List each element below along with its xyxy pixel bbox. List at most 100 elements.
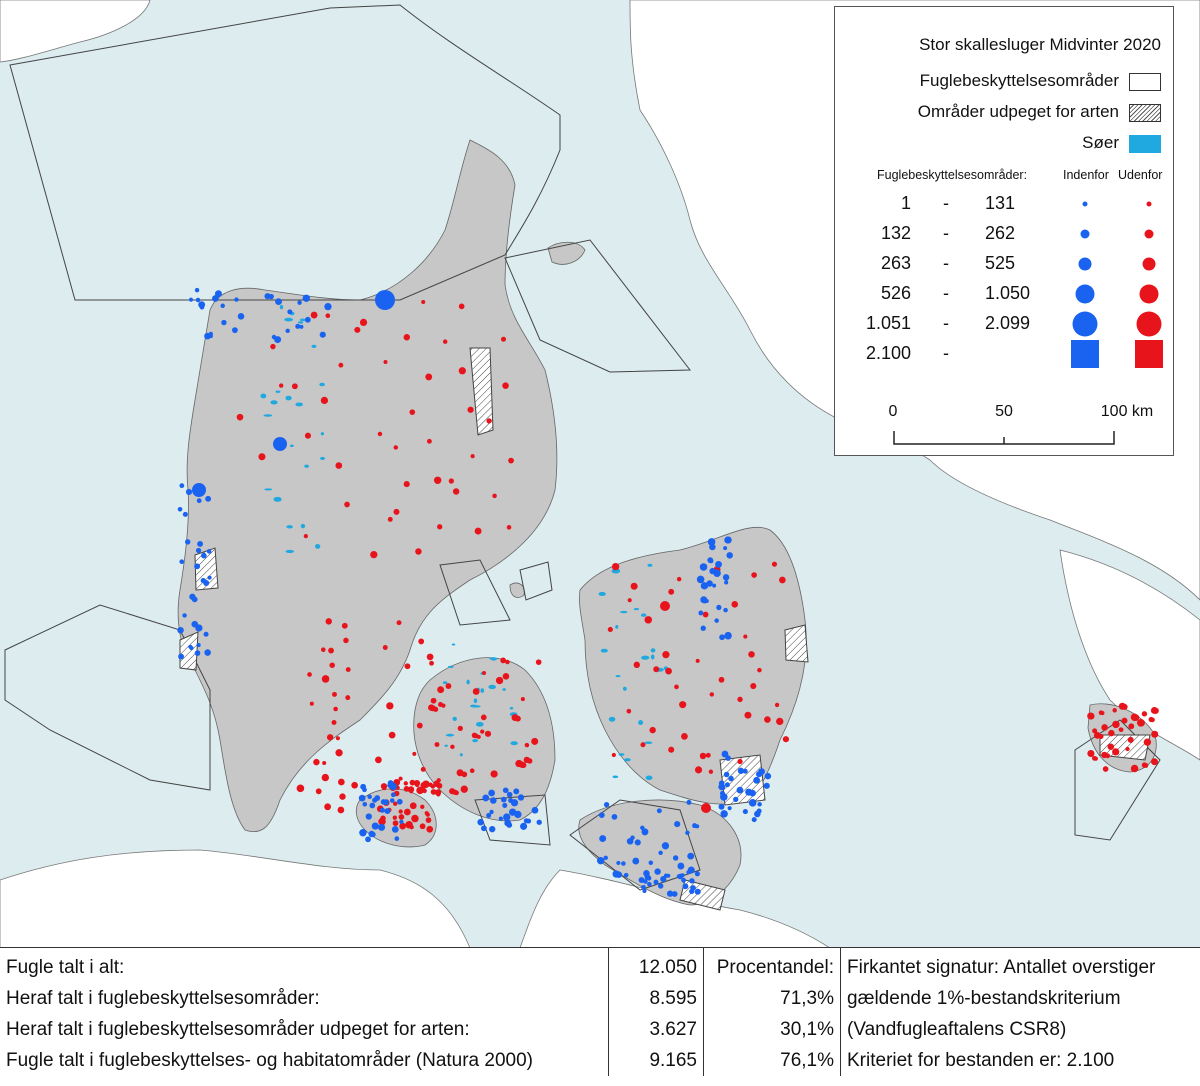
count-point: [328, 648, 334, 654]
class-upper-bound: 1.050: [985, 283, 1030, 304]
lake: [295, 402, 303, 406]
count-point: [756, 771, 762, 777]
stat-note: Kriteriet for bestanden er: 2.100: [841, 1045, 1200, 1076]
count-point: [362, 787, 367, 792]
count-point: [339, 793, 345, 799]
count-point: [471, 454, 475, 458]
count-point: [719, 677, 725, 683]
count-point: [232, 327, 238, 333]
count-point: [723, 608, 728, 613]
count-point: [397, 799, 403, 805]
legend-symbol-inside: [1076, 285, 1095, 304]
class-lower-bound: 2.100: [866, 343, 911, 364]
legend-item-lakes: Søer: [1082, 133, 1119, 153]
count-point: [399, 777, 403, 781]
map-legend: Stor skallesluger Midvinter 2020 Fuglebe…: [834, 6, 1174, 456]
count-point-large: [660, 601, 670, 611]
count-point: [275, 298, 282, 305]
legend-symbol-inside: [1083, 202, 1088, 207]
count-point: [335, 462, 342, 469]
count-point: [428, 704, 435, 711]
count-point: [196, 548, 201, 553]
count-point: [716, 605, 721, 610]
count-point: [525, 743, 530, 748]
class-dash: -: [943, 343, 949, 364]
count-point: [733, 797, 738, 802]
count-point: [237, 414, 244, 421]
scale-bar: [893, 431, 1115, 445]
count-point: [744, 712, 751, 719]
lake: [315, 544, 320, 549]
count-point: [628, 598, 632, 602]
count-point: [687, 853, 694, 860]
lake: [452, 643, 455, 645]
count-point: [513, 788, 519, 794]
count-point: [783, 736, 789, 742]
class-lower-bound: 1: [901, 193, 911, 214]
legend-col-inside: Indenfor: [1063, 168, 1109, 182]
count-point: [359, 829, 366, 836]
count-point: [1142, 711, 1147, 716]
count-point: [752, 817, 757, 822]
count-point: [420, 805, 424, 809]
count-point: [178, 654, 184, 660]
count-point: [388, 517, 393, 522]
count-point: [745, 789, 752, 796]
legend-swatch-spa: [1129, 73, 1161, 91]
count-point: [674, 821, 680, 827]
count-point: [524, 757, 530, 763]
lake: [453, 717, 457, 721]
count-point: [1131, 714, 1138, 721]
lake: [609, 717, 616, 722]
count-point: [338, 363, 343, 368]
lake: [448, 666, 454, 668]
stats-row: Fugle talt i fuglebeskyttelses- og habit…: [0, 1045, 1200, 1076]
lake: [311, 345, 316, 348]
count-point: [616, 861, 620, 865]
count-point: [207, 549, 212, 554]
count-point: [1137, 719, 1145, 727]
count-point: [698, 611, 703, 616]
count-point: [731, 601, 738, 608]
count-point: [764, 716, 771, 723]
count-point: [639, 877, 645, 883]
count-point: [723, 574, 729, 580]
count-point: [344, 502, 350, 508]
count-point: [411, 815, 418, 822]
count-point: [531, 738, 538, 745]
stat-note: Firkantet signatur: Antallet overstiger: [841, 948, 1200, 983]
count-point: [720, 810, 727, 817]
count-point: [751, 572, 757, 578]
count-point: [692, 823, 697, 828]
count-point: [459, 304, 465, 310]
count-point: [612, 563, 619, 570]
count-point: [368, 831, 374, 837]
stat-percentage: 71,3%: [704, 983, 841, 1014]
count-point: [305, 433, 311, 439]
count-point: [654, 868, 660, 874]
count-point: [635, 839, 641, 845]
count-point: [461, 785, 468, 792]
lake: [273, 497, 281, 502]
count-point: [1099, 710, 1104, 715]
count-point: [706, 753, 711, 758]
count-point: [720, 793, 728, 801]
class-upper-bound: 2.099: [985, 313, 1030, 334]
count-point: [414, 780, 420, 786]
count-point: [1151, 758, 1158, 765]
count-point: [392, 826, 399, 833]
count-point-large: [375, 290, 395, 310]
count-point: [472, 733, 477, 738]
count-point: [332, 692, 337, 697]
count-point: [604, 856, 608, 860]
stats-row: Heraf talt i fuglebeskyttelsesområder:8.…: [0, 983, 1200, 1014]
stat-percentage: 30,1%: [704, 1014, 841, 1045]
count-point: [467, 407, 473, 413]
count-point: [647, 882, 652, 887]
count-point: [643, 870, 649, 876]
count-point: [420, 823, 426, 829]
count-point: [183, 512, 188, 517]
count-point: [380, 816, 386, 822]
legend-title: Stor skallesluger Midvinter 2020: [919, 35, 1161, 55]
